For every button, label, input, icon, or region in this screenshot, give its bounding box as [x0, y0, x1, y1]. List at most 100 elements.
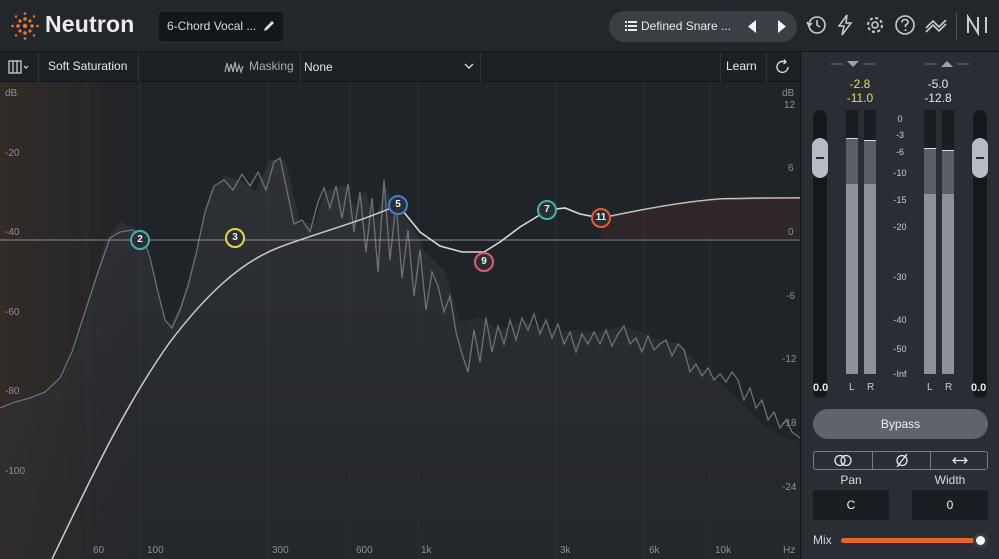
io-panel: -2.8 -11.0 -5.0 -12.8 0.0 L R 0 -3 -6 -1…	[800, 52, 999, 559]
phase-invert-icon	[896, 453, 908, 468]
toolbar-divider	[956, 12, 957, 40]
db-left-tick: -60	[5, 307, 20, 318]
mix-slider-handle[interactable]	[973, 533, 988, 548]
eq-graph[interactable]	[0, 82, 800, 559]
mono-button[interactable]	[814, 452, 872, 469]
module-preset-field[interactable]: 6-Chord Vocal ...	[159, 12, 283, 41]
eq-node-9[interactable]: 9	[474, 252, 494, 272]
stereo-mode-row	[813, 451, 988, 470]
app-brand: Neutron	[45, 11, 135, 37]
eq-node-3[interactable]: 3	[225, 228, 245, 248]
db-right-tick: -6	[786, 291, 795, 302]
top-bar: Neutron 6-Chord Vocal ... Defined Snare …	[0, 0, 999, 52]
output-gain-value: 0.0	[971, 382, 987, 394]
spectrum-line	[0, 156, 800, 439]
help-icon[interactable]	[894, 14, 916, 36]
gear-icon[interactable]	[864, 14, 886, 36]
width-label: Width	[934, 473, 966, 487]
pencil-icon[interactable]	[262, 19, 276, 33]
input-gain-fader[interactable]	[813, 110, 827, 398]
meter-scale-tick: 0	[897, 114, 903, 124]
swap-icon	[952, 457, 968, 464]
masking-value: None	[304, 60, 333, 74]
masking-dropdown[interactable]: None	[300, 52, 480, 82]
meter-scale-tick: -10	[893, 168, 907, 178]
spectrum-area	[0, 160, 800, 559]
input-rms-value: -11.0	[846, 91, 874, 105]
eq-node-5[interactable]: 5	[388, 195, 408, 215]
freq-tick: 600	[356, 545, 373, 556]
db-right-unit: dB	[782, 88, 795, 99]
db-left-unit: dB	[5, 88, 18, 99]
width-value-field[interactable]: 0	[912, 490, 988, 520]
output-right-label: R	[945, 382, 953, 393]
meter-scale-tick: -50	[893, 344, 907, 354]
output-rms-value: -12.8	[924, 91, 952, 105]
freq-tick: 10k	[715, 545, 732, 556]
freq-tick: 3k	[560, 545, 571, 556]
bypass-button[interactable]: Bypass	[813, 409, 988, 439]
output-meter-collapse-icon[interactable]	[925, 59, 969, 69]
output-meter-left	[924, 110, 936, 374]
freq-unit: Hz	[783, 545, 796, 556]
phase-invert-button[interactable]	[872, 452, 930, 469]
meter-scale-tick: -6	[895, 147, 904, 157]
global-preset-selector[interactable]: Defined Snare ...	[609, 11, 797, 42]
learn-label: Learn	[726, 59, 757, 73]
output-meter-right	[942, 110, 954, 374]
input-left-label: L	[849, 382, 855, 393]
module-preset-name: 6-Chord Vocal ...	[167, 19, 257, 33]
freq-tick: 60	[93, 545, 105, 556]
module-name[interactable]: Soft Saturation	[48, 59, 128, 73]
db-left-tick: -20	[5, 148, 20, 159]
input-gain-value: 0.0	[813, 382, 829, 394]
meter-scale-tick: -30	[893, 272, 907, 282]
db-left-tick: -40	[5, 227, 20, 238]
meter-scale-tick: -3	[895, 130, 904, 140]
eq-curve	[397, 197, 800, 253]
module-menu-icon[interactable]	[8, 60, 30, 74]
freq-tick: 6k	[649, 545, 660, 556]
meter-scale-tick: -20	[893, 222, 907, 232]
output-left-label: L	[927, 382, 933, 393]
output-gain-handle[interactable]	[972, 138, 988, 178]
eq-display[interactable]: dB -20 -40 -60 -80 -100 dB 12 6 0 -6 -12…	[0, 82, 800, 559]
module-bar: Soft Saturation Masking None Learn	[0, 52, 800, 82]
meter-scale-tick: -40	[893, 315, 907, 325]
learn-button[interactable]: Learn	[720, 52, 766, 82]
ni-logo-icon	[967, 14, 987, 36]
output-peak-value: -5.0	[927, 77, 949, 91]
input-peak-value: -2.8	[849, 77, 871, 91]
input-meter-right	[864, 110, 876, 374]
output-gain-fader[interactable]	[973, 110, 987, 398]
previous-preset-icon[interactable]	[745, 19, 759, 34]
masking-icon	[224, 61, 244, 74]
chevron-down-icon	[464, 63, 474, 69]
pan-value-field[interactable]: C	[813, 490, 889, 520]
eq-node-2[interactable]: 2	[130, 230, 150, 250]
db-left-tick: -100	[5, 466, 26, 477]
history-icon[interactable]	[805, 14, 827, 36]
refresh-icon[interactable]	[774, 58, 792, 76]
eq-node-7[interactable]: 7	[537, 200, 557, 220]
lowcut-curve	[51, 204, 399, 559]
db-right-tick: -18	[782, 418, 797, 429]
db-left-tick: -80	[5, 386, 20, 397]
signal-flow-icon[interactable]	[924, 14, 948, 36]
neutron-logo-icon	[11, 12, 39, 40]
input-meter-collapse-icon[interactable]	[831, 59, 875, 69]
freq-tick: 100	[147, 545, 164, 556]
swap-channels-button[interactable]	[930, 452, 988, 469]
mix-label: Mix	[813, 533, 832, 547]
db-right-tick: -24	[782, 482, 797, 493]
next-preset-icon[interactable]	[775, 19, 789, 34]
lightning-icon[interactable]	[834, 14, 856, 36]
mix-slider[interactable]	[841, 538, 986, 543]
input-gain-handle[interactable]	[812, 138, 828, 178]
eq-node-11[interactable]: 11	[591, 208, 611, 228]
input-right-label: R	[867, 382, 875, 393]
stereo-link-icon	[834, 454, 852, 467]
meter-scale-tick: -15	[893, 195, 907, 205]
meter-scale-tick: -Inf	[893, 369, 907, 379]
db-right-tick: -12	[782, 354, 797, 365]
